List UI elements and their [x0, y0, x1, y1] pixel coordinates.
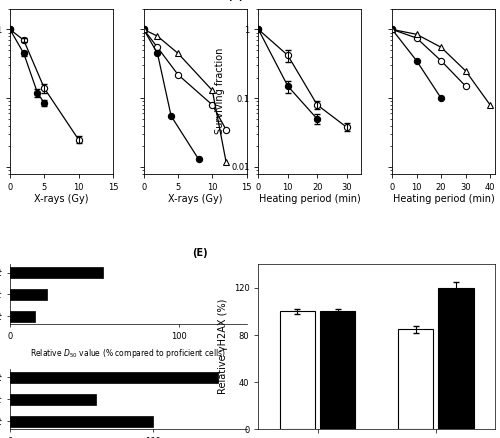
Bar — [438, 288, 474, 429]
Bar — [280, 311, 315, 429]
X-axis label: Heating period (min): Heating period (min) — [392, 194, 494, 205]
Bar — [10, 372, 218, 383]
Bar — [10, 394, 96, 405]
X-axis label: X-rays (Gy): X-rays (Gy) — [34, 194, 88, 205]
Bar — [398, 329, 434, 429]
X-axis label: Heating period (min): Heating period (min) — [259, 194, 360, 205]
Y-axis label: Relative γH2AX (%): Relative γH2AX (%) — [218, 299, 228, 395]
Bar — [10, 416, 154, 427]
X-axis label: X-rays (Gy): X-rays (Gy) — [168, 194, 222, 205]
Bar — [10, 289, 47, 300]
Bar — [320, 311, 356, 429]
Bar — [10, 311, 36, 321]
Text: (B): (B) — [228, 0, 244, 1]
Y-axis label: Surviving fraction: Surviving fraction — [216, 48, 226, 134]
X-axis label: Relative $D_{50}$ value (% compared to proficient cells): Relative $D_{50}$ value (% compared to p… — [30, 346, 226, 360]
Bar — [10, 267, 103, 278]
Text: (E): (E) — [192, 248, 208, 258]
